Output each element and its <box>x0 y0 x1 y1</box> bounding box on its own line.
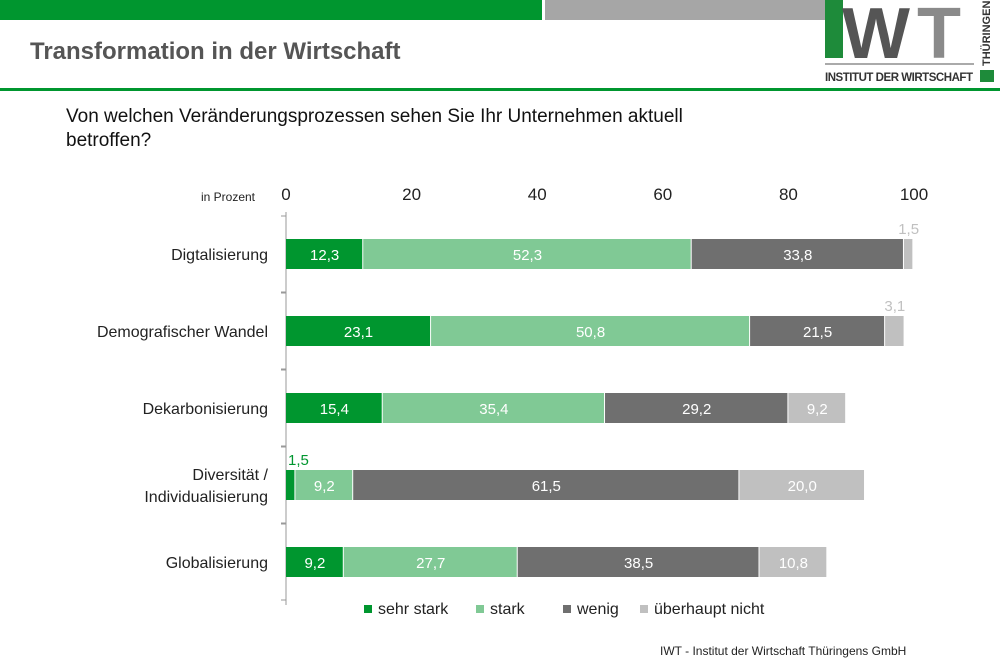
legend-label: überhaupt nicht <box>654 601 765 618</box>
legend-swatch <box>476 605 484 613</box>
data-label: 29,2 <box>682 401 711 418</box>
bar-segment <box>750 316 885 346</box>
category-label: Dekarbonisierung <box>143 401 268 418</box>
bar-segment <box>739 470 865 500</box>
legend-swatch <box>563 605 571 613</box>
category-label: Digtalisierung <box>171 247 268 264</box>
legend-label: sehr stark <box>378 601 449 618</box>
data-label: 12,3 <box>310 247 339 264</box>
unit-label: in Prozent <box>201 190 256 204</box>
category-label: Individualisierung <box>144 489 268 506</box>
bar-segment <box>286 393 382 423</box>
legend-label: wenig <box>576 601 619 618</box>
data-label: 1,5 <box>898 221 919 238</box>
x-tick-label: 20 <box>402 185 421 204</box>
bar-segment <box>286 239 363 269</box>
svg-text:W: W <box>842 0 910 74</box>
data-label: 1,5 <box>288 452 309 469</box>
data-label: 61,5 <box>532 478 561 495</box>
bar-segment <box>691 239 903 269</box>
bar-segment <box>903 239 913 269</box>
category-label: Diversität / <box>192 467 268 484</box>
iwt-logo: W T INSTITUT DER WIRTSCHAFT THÜRINGENS <box>825 0 994 84</box>
bar-segment <box>343 547 517 577</box>
bar-segment <box>517 547 759 577</box>
data-label: 21,5 <box>803 324 832 341</box>
legend-swatch <box>364 605 372 613</box>
bar-segment <box>885 316 904 346</box>
data-label: 38,5 <box>624 555 653 572</box>
source-footer: IWT - Institut der Wirtschaft Thüringens… <box>660 644 907 658</box>
bar-segment <box>382 393 605 423</box>
header-divider <box>0 88 1000 91</box>
svg-text:T: T <box>917 0 961 74</box>
x-tick-label: 100 <box>900 185 928 204</box>
svg-text:INSTITUT DER WIRTSCHAFT: INSTITUT DER WIRTSCHAFT <box>825 72 973 84</box>
bar-segment <box>788 393 846 423</box>
x-tick-label: 0 <box>281 185 290 204</box>
legend-label: stark <box>490 601 526 618</box>
data-label: 23,1 <box>344 324 373 341</box>
data-label: 50,8 <box>576 324 605 341</box>
data-label: 9,2 <box>304 555 325 572</box>
x-tick-label: 40 <box>528 185 547 204</box>
x-tick-label: 60 <box>653 185 672 204</box>
bar-segment <box>295 470 353 500</box>
bar-segment <box>286 547 343 577</box>
bar-segment <box>605 393 788 423</box>
data-label: 33,8 <box>783 247 812 264</box>
header-green-bar <box>0 0 542 20</box>
category-label: Globalisierung <box>166 555 268 572</box>
bar-segment <box>353 470 739 500</box>
x-tick-label: 80 <box>779 185 798 204</box>
bar-segment <box>431 316 750 346</box>
data-label: 10,8 <box>779 555 808 572</box>
bar-segment <box>286 470 295 500</box>
data-label: 9,2 <box>807 401 828 418</box>
data-label: 9,2 <box>314 478 335 495</box>
data-label: 52,3 <box>513 247 542 264</box>
data-label: 3,1 <box>884 298 905 315</box>
header-gray-bar <box>545 0 825 20</box>
data-label: 15,4 <box>320 401 349 418</box>
survey-question: Von welchen Veränderungsprozessen sehen … <box>66 106 683 151</box>
data-label: 27,7 <box>416 555 445 572</box>
bar-segment <box>759 547 827 577</box>
data-label: 35,4 <box>479 401 508 418</box>
page-title: Transformation in der Wirtschaft <box>30 38 401 65</box>
bar-segment <box>363 239 691 269</box>
category-label: Demografischer Wandel <box>97 324 268 341</box>
bar-segment <box>286 316 431 346</box>
svg-text:THÜRINGENS: THÜRINGENS <box>980 0 993 66</box>
data-label: 20,0 <box>788 478 817 495</box>
legend-swatch <box>640 605 648 613</box>
stacked-bar-chart: in Prozent 0 20 40 60 80 100 Digtalisierung 12,3… <box>97 185 928 618</box>
